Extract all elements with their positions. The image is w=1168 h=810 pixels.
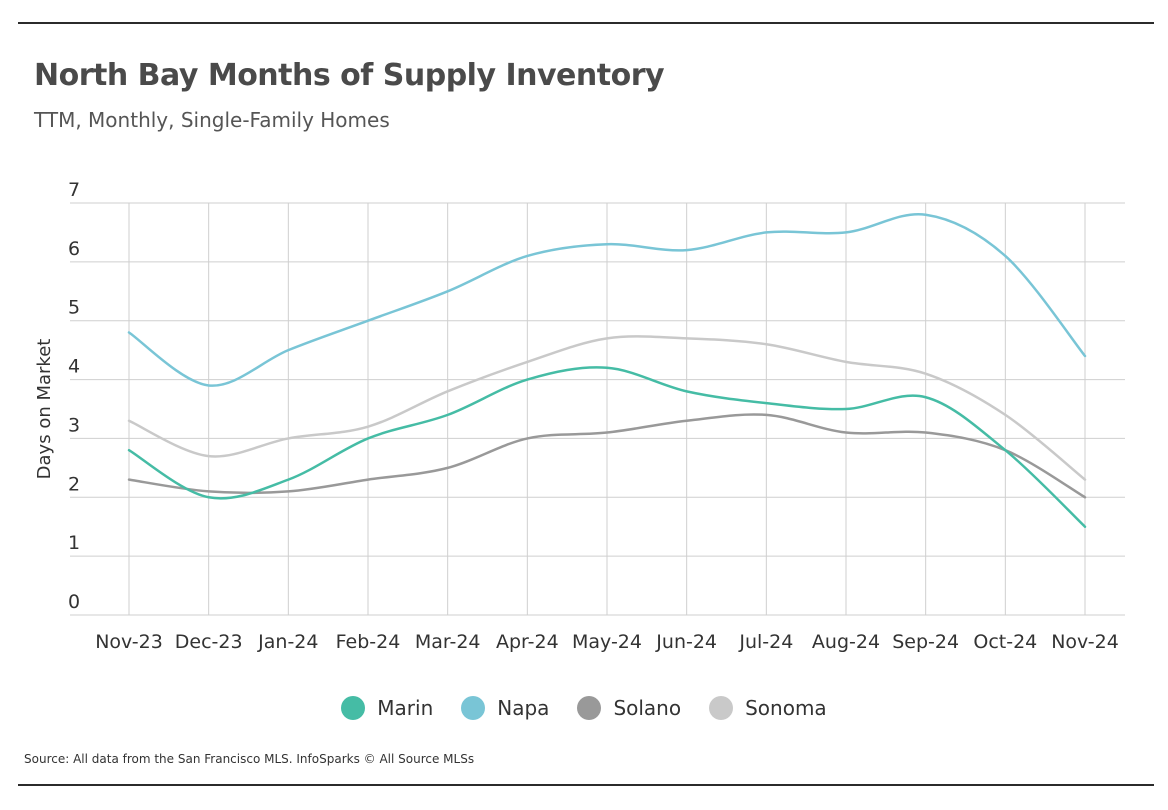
x-tick-label: May-24 (572, 631, 642, 653)
chart-title: North Bay Months of Supply Inventory (34, 58, 665, 93)
y-tick-label: 3 (68, 414, 80, 436)
y-tick-label: 7 (68, 179, 80, 201)
series-line-marin (127, 366, 1087, 528)
x-tick-label: Oct-24 (973, 631, 1037, 653)
legend-item-marin: Marin (341, 696, 433, 720)
x-tick-label: Apr-24 (496, 631, 559, 653)
series-line-sonoma (127, 335, 1087, 481)
x-tick-label: Feb-24 (336, 631, 401, 653)
y-tick-label: 6 (68, 238, 80, 260)
x-tick-label: Nov-23 (95, 631, 163, 653)
x-tick-label: Sep-24 (892, 631, 959, 653)
legend-item-solano: Solano (577, 696, 681, 720)
x-tick-label: Jul-24 (738, 631, 793, 653)
y-tick-label: 2 (68, 473, 80, 495)
chart-subtitle: TTM, Monthly, Single-Family Homes (34, 108, 390, 132)
x-tick-label: Dec-23 (175, 631, 243, 653)
bottom-rule (18, 784, 1154, 786)
legend-item-napa: Napa (461, 696, 549, 720)
x-tick-label: Nov-24 (1051, 631, 1119, 653)
y-tick-label: 5 (68, 297, 80, 319)
x-tick-label: Mar-24 (415, 631, 481, 653)
y-tick-label: 1 (68, 532, 80, 554)
y-tick-label: 4 (68, 356, 80, 378)
y-tick-labels: 0 1 2 3 4 5 6 7 (68, 179, 80, 613)
legend-swatch (461, 696, 486, 720)
legend-label: Solano (613, 696, 682, 720)
legend-label: Marin (377, 696, 434, 720)
x-tick-label: Jun-24 (655, 631, 717, 653)
legend-label: Sonoma (745, 696, 827, 720)
legend-label: Napa (497, 696, 550, 720)
series-line-solano (127, 413, 1087, 499)
line-chart: 0 1 2 3 4 5 6 7 Nov-23 Dec-23 Jan-24 Feb-24 Mar-24 A… (34, 179, 1125, 653)
x-tick-labels: Nov-23 Dec-23 Jan-24 Feb-24 Mar-24 Apr-24 May-… (95, 631, 1119, 653)
x-tick-label: Jan-24 (257, 631, 318, 653)
legend: Marin Napa Solano Sonoma (0, 696, 1168, 720)
top-rule (18, 22, 1154, 24)
source-note: Source: All data from the San Francisco … (24, 752, 475, 766)
series-lines (127, 212, 1087, 528)
grid (70, 202, 1125, 616)
y-tick-label: 0 (68, 591, 80, 613)
legend-swatch (341, 696, 366, 720)
series-line-napa (127, 212, 1087, 387)
legend-swatch (709, 696, 734, 720)
y-axis-title: Days on Market (34, 339, 55, 480)
legend-item-sonoma: Sonoma (709, 696, 827, 720)
legend-swatch (577, 696, 602, 720)
x-tick-label: Aug-24 (812, 631, 880, 653)
